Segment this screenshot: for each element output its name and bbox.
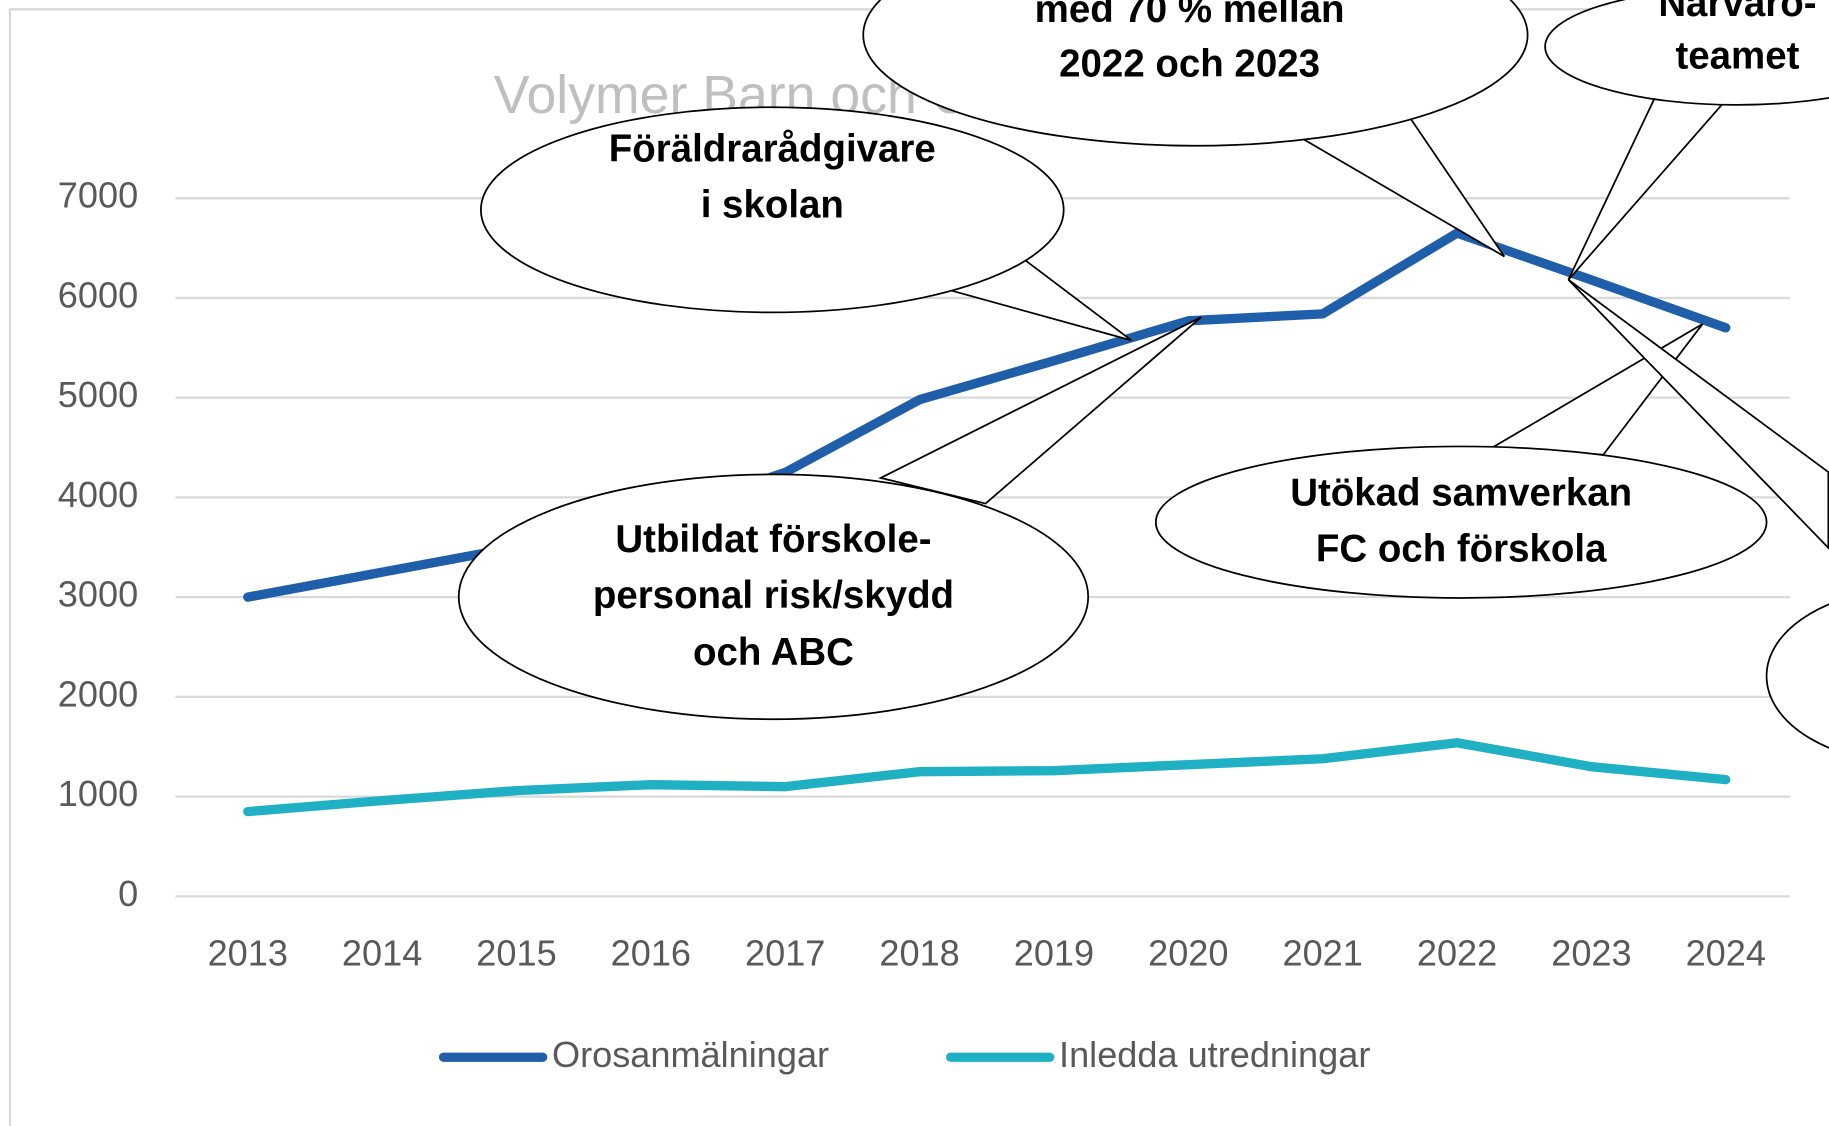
y-tick-label: 6000 bbox=[58, 274, 138, 315]
series-line bbox=[243, 738, 1731, 817]
x-tick-label: 2018 bbox=[879, 932, 959, 973]
callout-text: Föräldrarådgivare bbox=[609, 128, 936, 171]
callout-text: i skolan bbox=[701, 184, 844, 227]
x-tick-label: 2023 bbox=[1551, 932, 1631, 973]
callout bbox=[1154, 445, 1768, 599]
callout-text: Utökad samverkan bbox=[1290, 472, 1632, 515]
callout-text: och ABC bbox=[693, 631, 854, 674]
y-tick-label: 5000 bbox=[58, 374, 138, 415]
legend-label: Orosanmälningar bbox=[552, 1034, 829, 1075]
callout-text: med 70 % mellan bbox=[1035, 0, 1345, 31]
x-tick-label: 2019 bbox=[1014, 932, 1094, 973]
x-tick-label: 2021 bbox=[1282, 932, 1362, 973]
y-tick-label: 1000 bbox=[58, 773, 138, 814]
x-tick-label: 2017 bbox=[745, 932, 825, 973]
legend-label: Inledda utredningar bbox=[1059, 1034, 1370, 1075]
x-tick-label: 2020 bbox=[1148, 932, 1228, 973]
callout-tail bbox=[1567, 279, 1829, 550]
callout bbox=[457, 473, 1090, 721]
callout bbox=[1544, 0, 1829, 106]
y-tick-label: 7000 bbox=[58, 175, 138, 216]
x-tick-label: 2022 bbox=[1417, 932, 1497, 973]
callout-text: personal risk/skydd bbox=[593, 574, 954, 617]
callout bbox=[1765, 603, 1829, 749]
callout-text: 2022 och 2023 bbox=[1059, 43, 1320, 86]
x-tick-label: 2014 bbox=[342, 932, 422, 973]
callouts: med 70 % mellan 2022 och 2023 Närvaro- t… bbox=[457, 0, 1829, 749]
callout-text: Utbildat förskole- bbox=[615, 518, 931, 561]
callout bbox=[862, 0, 1529, 147]
y-tick-label: 0 bbox=[118, 873, 138, 914]
plot-area: 0 1000 2000 3000 4000 5000 6000 7000 2013 2014 201… bbox=[58, 175, 1790, 1075]
x-tick-label: 2024 bbox=[1686, 932, 1766, 973]
y-tick-label: 2000 bbox=[58, 673, 138, 714]
callout-text: FC och förskola bbox=[1316, 527, 1607, 570]
x-tick-label: 2015 bbox=[476, 932, 556, 973]
callout-text: teamet bbox=[1675, 34, 1799, 77]
y-tick-label: 3000 bbox=[58, 574, 138, 615]
y-tick-label: 4000 bbox=[58, 474, 138, 515]
x-tick-label: 2016 bbox=[611, 932, 691, 973]
x-tick-label: 2013 bbox=[208, 932, 288, 973]
callout-text: Närvaro- bbox=[1658, 0, 1816, 25]
callout bbox=[480, 106, 1065, 314]
